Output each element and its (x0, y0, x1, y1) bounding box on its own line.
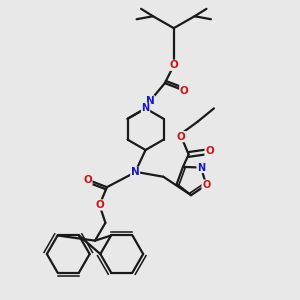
Text: N: N (146, 96, 154, 106)
Text: O: O (180, 85, 189, 96)
Text: N: N (142, 103, 150, 113)
Text: N: N (131, 167, 140, 177)
Text: O: O (205, 146, 214, 157)
Text: O: O (95, 200, 104, 210)
Text: O: O (83, 175, 92, 185)
Text: O: O (177, 132, 186, 142)
Text: O: O (202, 180, 210, 190)
Text: N: N (197, 163, 205, 172)
Text: O: O (169, 60, 178, 70)
